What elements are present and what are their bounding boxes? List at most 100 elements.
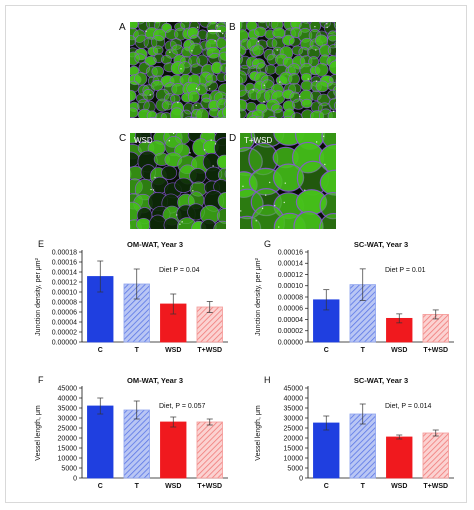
y-tick-label: 0.00002 [278,328,303,335]
category-label: T [135,483,140,490]
vessel-speck [176,214,178,216]
adipocyte-cell [301,98,313,109]
panel-letter-d: D [229,133,237,144]
vessel-speck [180,68,182,70]
adipocyte-cell [174,177,193,193]
vessel-speck [181,221,183,223]
adipocyte-cell [283,108,296,118]
category-label: C [324,483,329,490]
bar-wsd [160,421,187,479]
y-tick-label: 0.00002 [52,329,77,336]
vessel-speck [274,204,276,207]
adipocyte-cell [215,22,226,33]
adipocyte-cell [189,168,207,184]
y-tick-label: 0.00008 [52,299,77,306]
category-label: C [98,347,103,354]
bar-wsd [386,436,413,479]
adipocyte-cell [240,53,243,65]
y-tick-label: 15000 [284,445,304,452]
y-tick-label: 40000 [58,395,78,402]
adipocyte-cell [333,22,336,30]
y-tick-label: 35000 [58,405,78,412]
panel-letter: F [38,375,44,385]
adipocyte-cell [224,22,226,27]
vessel-speck [152,189,155,191]
category-label: WSD [391,347,407,354]
category-label: T+WSD [197,347,222,354]
adipocyte-cell [288,72,300,85]
adipocyte-cell [318,212,336,229]
y-tick-label: 45000 [284,385,304,392]
y-tick-label: 0.00012 [278,272,303,279]
adipocyte-cell [169,107,184,118]
category-label: WSD [165,347,181,354]
adipocyte-cell [272,163,305,192]
adipocyte-cell [217,167,226,183]
adipocyte-cell [267,116,278,118]
chart-g-sc-wat-junction: G SC-WAT, Year 3 0.00000 0.00002 0.00004 0.00… [236,238,466,364]
chart-title: SC-WAT, Year 3 [354,240,408,249]
adipocyte-cell [224,65,226,74]
adipocyte-cell [300,72,312,82]
vessel-speck [255,220,257,222]
vessel-speck [191,50,193,52]
adipocyte-cell [152,45,164,55]
chart-title: SC-WAT, Year 3 [354,376,408,385]
y-tick-label: 20000 [58,435,78,442]
vessel-speck [203,149,206,151]
chart-title: OM-WAT, Year 3 [127,240,183,249]
y-tick-label: 0.00016 [278,249,303,256]
adipocyte-cell [178,61,193,76]
vessel-speck [214,143,217,145]
adipocyte-cell [255,116,264,118]
adipocyte-cell [258,22,267,24]
vessel-speck [216,25,218,27]
adipocyte-cell [252,44,265,57]
vessel-speck [149,94,151,96]
category-label: WSD [391,483,407,490]
adipocyte-cell [254,26,267,38]
adipocyte-cell [315,80,329,93]
micrograph-d: T+WSD [240,133,336,229]
bar-t-wsd [196,421,223,479]
adipocyte-cell [291,45,304,56]
y-tick-label: 5000 [61,465,77,472]
vessel-speck [261,207,264,210]
adipocyte-cell [220,116,226,118]
vessel-speck [195,87,198,90]
micrograph-c-tag: WSD [134,136,153,145]
adipocyte-cell [130,107,139,118]
vessel-speck [263,100,265,103]
y-axis-label: Vessel length, μm [35,405,42,461]
chart-h-sc-wat-vessel: H SC-WAT, Year 3 0 5000 10000 15000 20000 25000… [236,374,466,500]
vessel-speck [276,49,278,51]
category-label: T [135,347,140,354]
bar-t [123,409,150,479]
adipocyte-cell [161,165,178,180]
chart-title: OM-WAT, Year 3 [127,376,183,385]
panel-letter-c: C [119,133,127,144]
y-tick-label: 0.00014 [278,261,303,268]
adipocyte-cell [282,115,293,118]
category-label: T [361,483,366,490]
figure-frame [5,5,467,503]
adipocyte-cell [224,31,226,41]
scale-bar [208,30,221,32]
adipocyte-cell [135,93,148,104]
vessel-speck [150,188,152,191]
adipocyte-cell [130,35,137,47]
y-tick-label: 0.00000 [278,339,303,346]
adipocyte-cell [288,36,301,47]
panel-letter: H [264,375,271,385]
adipocyte-cell [216,72,226,82]
category-label: T+WSD [197,483,222,490]
adipocyte-cell [135,217,152,229]
vessel-speck [195,104,197,107]
vessel-speck [212,165,214,167]
adipocyte-cell [327,44,336,57]
adipocyte-cell [151,65,164,78]
adipocyte-cell [223,73,226,82]
category-label: T [361,347,366,354]
vessel-speck [307,78,309,80]
diet-p-value: Diet, P = 0.057 [159,403,205,410]
